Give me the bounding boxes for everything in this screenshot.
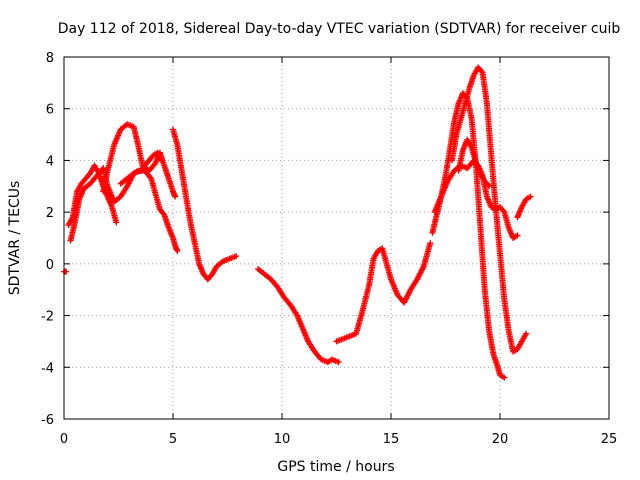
data-point — [427, 240, 434, 247]
data-point — [514, 232, 521, 239]
series-satellite-track-13 — [514, 193, 534, 221]
series-satellite-track-11 — [449, 64, 530, 355]
y-tick-label: 6 — [46, 103, 54, 118]
data-point — [500, 207, 507, 214]
data-point — [174, 247, 181, 254]
series-satellite-track-4 — [100, 121, 179, 200]
series-satellite-track-5 — [117, 149, 166, 187]
y-tick-label: 0 — [46, 258, 54, 273]
y-tick-label: 8 — [46, 51, 54, 66]
data-point — [113, 219, 120, 226]
x-tick-label: 15 — [383, 432, 400, 447]
y-tick-label: -6 — [41, 413, 54, 428]
x-tick-label: 0 — [60, 432, 68, 447]
data-point — [478, 68, 485, 75]
series-satellite-track-7 — [255, 266, 342, 366]
data-layer — [61, 64, 534, 381]
x-tick-label: 5 — [169, 432, 177, 447]
data-point — [501, 374, 508, 381]
data-point — [172, 193, 179, 200]
x-axis-label: GPS time / hours — [277, 459, 394, 475]
data-point — [159, 157, 166, 164]
series-satellite-track-8 — [333, 240, 434, 345]
series-satellite-track-12 — [455, 136, 493, 190]
y-tick-label: 2 — [46, 206, 54, 221]
chart-title: Day 112 of 2018, Sidereal Day-to-day VTE… — [58, 21, 621, 37]
data-point — [486, 183, 493, 190]
y-tick-label: -2 — [41, 310, 54, 325]
grid — [64, 57, 609, 419]
series-satellite-track-1 — [61, 268, 70, 275]
data-point — [523, 330, 530, 337]
data-point — [147, 174, 154, 181]
x-tick-label: 10 — [274, 432, 291, 447]
data-point — [485, 181, 492, 188]
y-tick-label: -4 — [41, 361, 54, 376]
ticks: 0 5 10 15 20 25 -6 -4 -2 0 2 4 6 8 — [41, 51, 617, 447]
series-satellite-track-6 — [170, 126, 240, 283]
data-point — [335, 359, 342, 366]
plot-frame — [63, 56, 610, 420]
series-satellite-track-9 — [429, 90, 508, 381]
data-point — [527, 193, 534, 200]
y-axis-label: SDTVAR / TECUs — [7, 181, 23, 296]
y-tick-label: 4 — [46, 154, 54, 169]
data-point — [233, 253, 240, 260]
x-tick-label: 20 — [492, 432, 509, 447]
x-tick-label: 25 — [601, 432, 618, 447]
